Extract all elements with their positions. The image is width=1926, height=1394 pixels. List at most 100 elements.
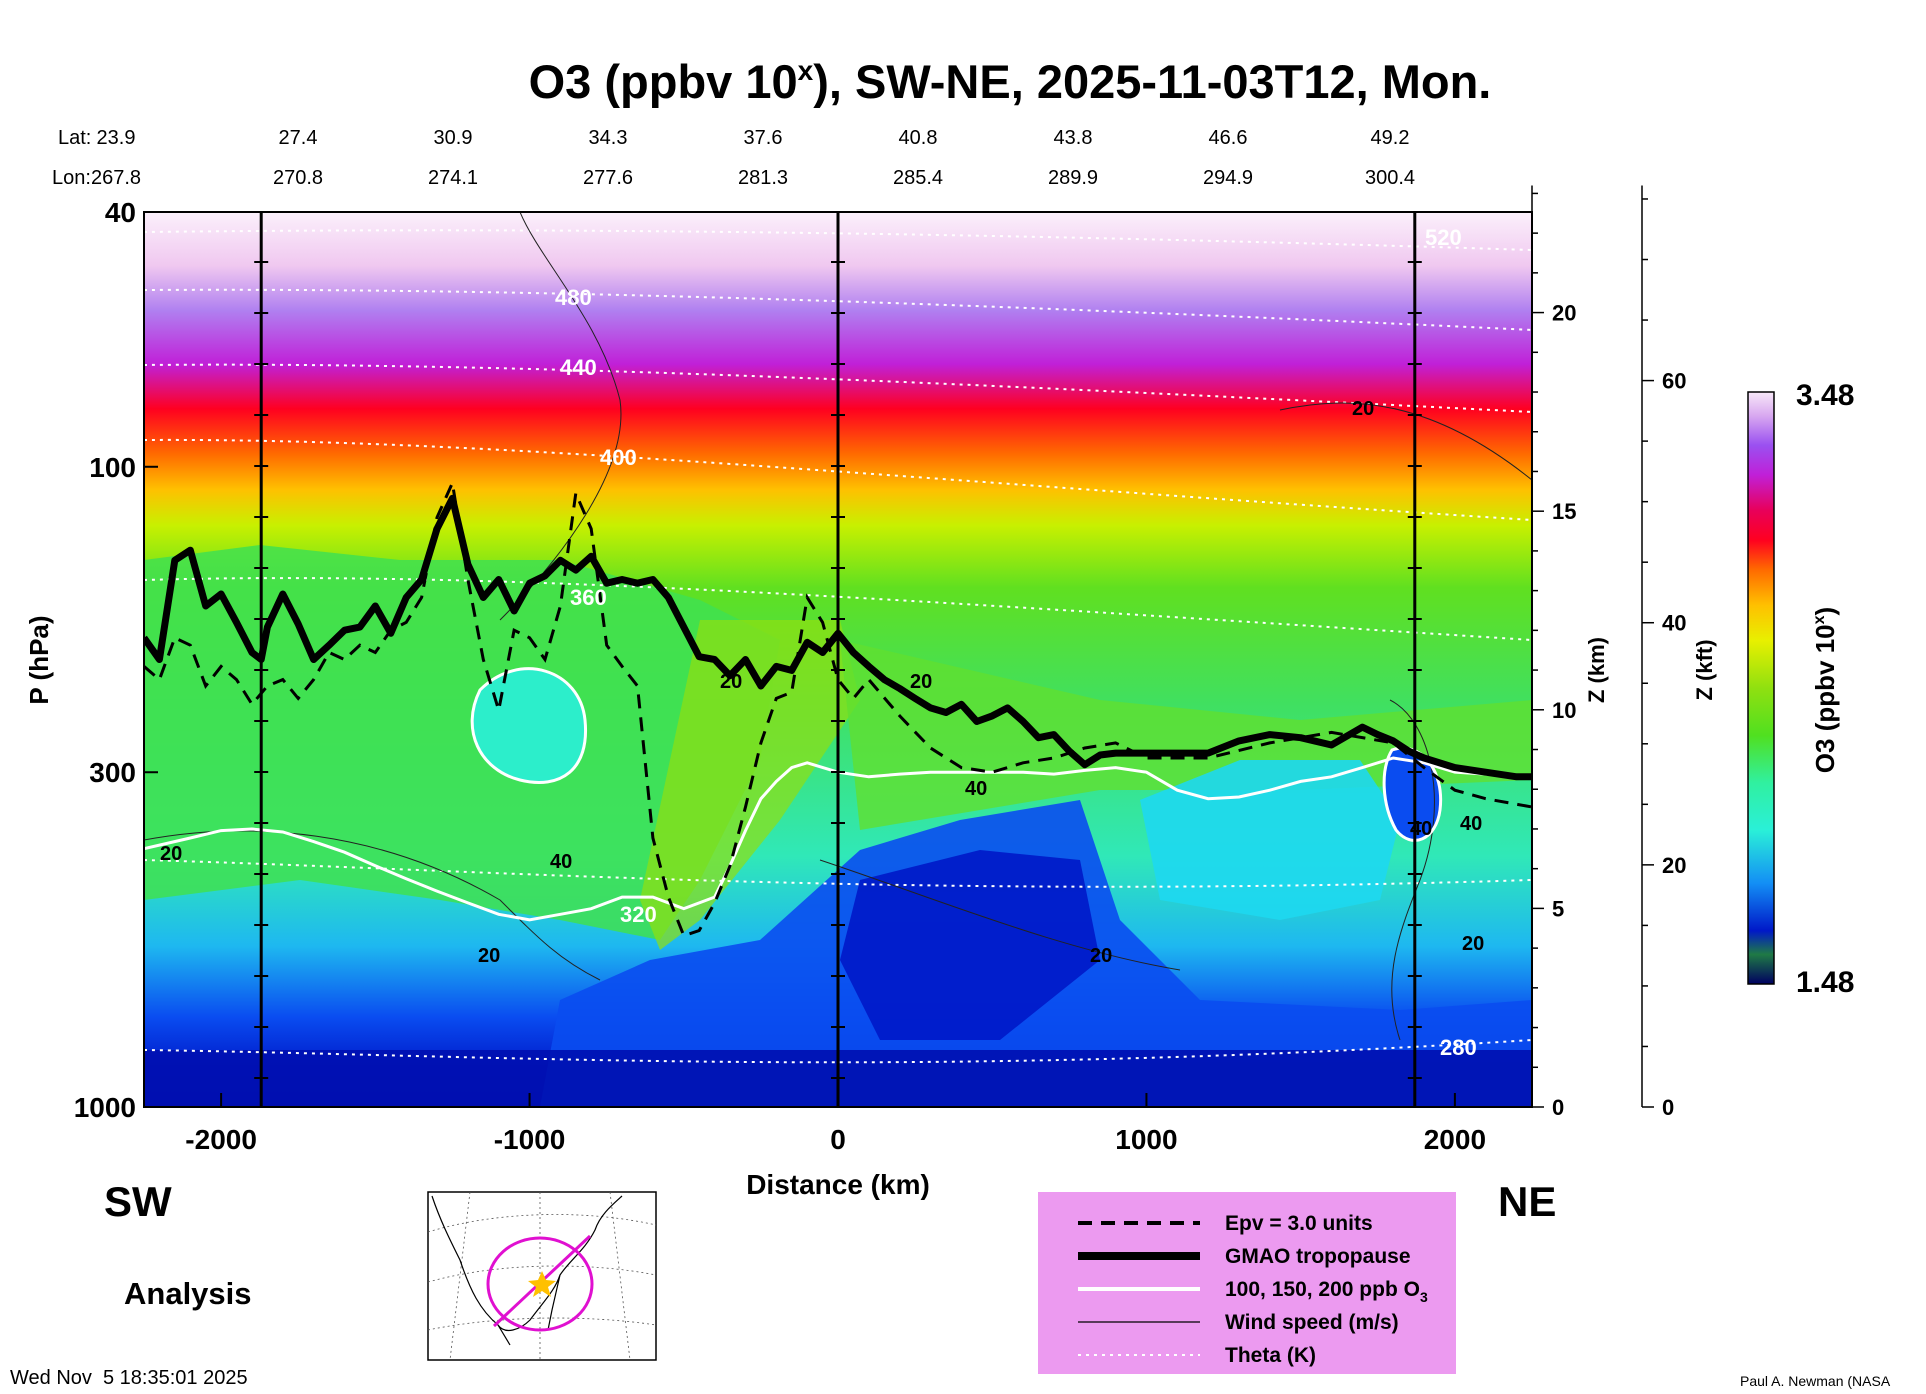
- lon-value: 281.3: [738, 167, 788, 189]
- theta-labels: 280 320 360 400 440 480 520: [555, 225, 1477, 1060]
- z-kft-tick-label: 20: [1662, 853, 1686, 878]
- z-km-label: Z (km): [1584, 637, 1609, 703]
- wind-label-6: 40: [965, 778, 987, 800]
- x-axis-label: Distance (km): [746, 1169, 930, 1200]
- wind-contour-1: [499, 212, 622, 621]
- lon-value: 289.9: [1048, 167, 1098, 189]
- wind-labels: 20 20 20 20 40 40 40 20 20 20 40: [160, 398, 1484, 967]
- theta-label-520: 520: [1425, 225, 1462, 250]
- lat-values: 23.9 27.4 30.9 34.3 37.6 40.8 43.8 46.6 49.2: [97, 127, 1410, 149]
- lon-label: Lon:: [52, 167, 91, 189]
- theta-label-440: 440: [560, 355, 597, 380]
- wind-label-5: 40: [550, 851, 572, 873]
- lat-value: 30.9: [434, 127, 473, 149]
- wind-label-11: 40: [1460, 813, 1482, 835]
- legend: Epv = 3.0 units GMAO tropopause 100, 150, …: [1038, 1192, 1456, 1374]
- x-axis: -2000 -1000 0 1000 2000: [185, 1093, 1486, 1155]
- theta-400: [144, 438, 1532, 521]
- wind-label-4: 20: [720, 671, 742, 693]
- credit: Paul A. Newman (NASA: [1740, 1373, 1891, 1389]
- legend-label: GMAO tropopause: [1225, 1245, 1411, 1268]
- x-tick-label: -1000: [494, 1124, 566, 1155]
- colorbar-min: 1.48: [1796, 966, 1854, 999]
- lon-value: 277.6: [583, 167, 633, 189]
- lat-value: 43.8: [1054, 127, 1093, 149]
- dark-blue-core: [840, 850, 1100, 1040]
- chart-title: O3 (ppbv 10x), SW-NE, 2025-11-03T12, Mon…: [529, 55, 1492, 108]
- lat-label: Lat:: [58, 127, 91, 149]
- wind-contour-3: [1279, 402, 1532, 481]
- wind-label-10: 20: [910, 671, 932, 693]
- blue-core-right: [1384, 748, 1441, 841]
- theta-480: [144, 288, 1532, 331]
- theta-contours: [144, 229, 1532, 1064]
- x-tick-label: -2000: [185, 1124, 257, 1155]
- z-kft-tick-label: 60: [1662, 369, 1686, 394]
- legend-label: Epv = 3.0 units: [1225, 1212, 1373, 1235]
- lat-value: 37.6: [744, 127, 783, 149]
- x-tick-label: 0: [830, 1124, 846, 1155]
- theta-440: [144, 363, 1532, 413]
- legend-items: Epv = 3.0 units GMAO tropopause 100, 150, …: [1078, 1212, 1428, 1367]
- lon-value: 294.9: [1203, 167, 1253, 189]
- inset-region-circle: [486, 1236, 594, 1332]
- wind-label-2: 20: [478, 945, 500, 967]
- x-tick-label: 1000: [1115, 1124, 1177, 1155]
- theta-label-360: 360: [570, 585, 607, 610]
- z-km-tick-label: 0: [1552, 1095, 1564, 1120]
- o3-blob-left: [470, 667, 588, 784]
- lat-value: 40.8: [899, 127, 938, 149]
- y-axis: 40 100 300 1000: [74, 197, 158, 1123]
- z-km-tick-label: 20: [1552, 301, 1576, 326]
- z-km-tick-label: 10: [1552, 698, 1576, 723]
- tropopause-line: [144, 494, 1532, 781]
- timestamp: Wed Nov 5 18:35:01 2025: [10, 1367, 248, 1389]
- lat-value: 23.9: [97, 127, 136, 149]
- theta-label-400: 400: [600, 445, 637, 470]
- reference-lines: [254, 212, 1422, 1107]
- wind-label-1: 20: [160, 843, 182, 865]
- ne-label: NE: [1498, 1178, 1556, 1225]
- z-kft-tick-label: 0: [1662, 1095, 1674, 1120]
- z-kft-axis: 0 20 40 60: [1641, 185, 1686, 1120]
- theta-label-320: 320: [620, 902, 657, 927]
- lat-value: 34.3: [589, 127, 628, 149]
- wind-contour-4: [819, 859, 1181, 971]
- theta-280: [144, 1039, 1532, 1064]
- lat-value: 27.4: [279, 127, 318, 149]
- z-km-tick-label: 5: [1552, 896, 1564, 921]
- graticule-6: [609, 1191, 631, 1361]
- y-tick-label: 100: [89, 452, 136, 483]
- x-tick-label: 2000: [1424, 1124, 1486, 1155]
- inset-center-star-icon: [528, 1271, 556, 1297]
- theta-320: [144, 859, 1532, 888]
- legend-label: Theta (K): [1225, 1344, 1316, 1367]
- y-tick-label: 300: [89, 757, 136, 788]
- wind-label-9: 20: [1462, 933, 1484, 955]
- theta-360: [144, 577, 1532, 641]
- epv-contour: [144, 477, 1532, 938]
- lon-value: 270.8: [273, 167, 323, 189]
- lon-value: 285.4: [893, 167, 943, 189]
- cyan-region-right: [1140, 760, 1400, 920]
- colorbar-label: O3 (ppbv 10x): [1810, 607, 1840, 773]
- z-km-tick-label: 15: [1552, 499, 1576, 524]
- colorbar-ramp: [1747, 391, 1775, 985]
- lon-value: 300.4: [1365, 167, 1415, 189]
- colorbar: 3.48 1.48 O3 (ppbv 10x): [1747, 379, 1854, 999]
- y-axis-label: P (hPa): [24, 615, 54, 704]
- theta-label-280: 280: [1440, 1035, 1477, 1060]
- wind-label-8: 20: [1352, 398, 1374, 420]
- inset-graticule: [427, 1191, 657, 1361]
- theta-520: [144, 229, 1532, 251]
- legend-label: Wind speed (m/s): [1225, 1311, 1399, 1334]
- sw-label: SW: [104, 1178, 172, 1225]
- inset-map: [427, 1191, 657, 1361]
- colorbar-max: 3.48: [1796, 379, 1854, 412]
- inset-coastline: [431, 1195, 623, 1346]
- z-kft-label: Z (kft): [1692, 639, 1717, 700]
- y-tick-label: 1000: [74, 1092, 136, 1123]
- lat-value: 49.2: [1371, 127, 1410, 149]
- graticule-4: [449, 1191, 471, 1361]
